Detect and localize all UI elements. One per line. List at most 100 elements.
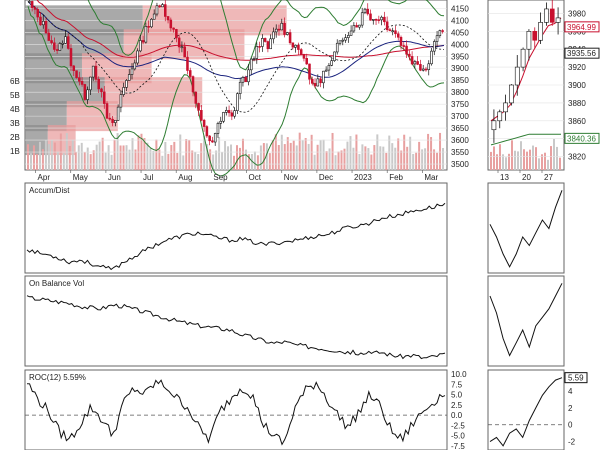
candle-body bbox=[158, 5, 162, 8]
date-tick-label: Jul bbox=[143, 173, 153, 182]
date-tick-label: Aug bbox=[178, 173, 192, 182]
candle-body bbox=[233, 110, 236, 117]
candle-body bbox=[139, 40, 142, 52]
volume-bar bbox=[337, 151, 340, 170]
volume-bar bbox=[382, 146, 385, 170]
zoom-volume-bar bbox=[496, 154, 498, 170]
candle-body bbox=[427, 63, 431, 70]
volume-bar bbox=[221, 152, 224, 170]
roc-tick-label: 10.0 bbox=[451, 370, 467, 379]
volume-bar bbox=[50, 139, 53, 170]
bollinger-upper-band bbox=[87, 0, 445, 71]
candle-body bbox=[274, 28, 278, 33]
candle-body bbox=[366, 8, 370, 15]
volume-bar bbox=[125, 145, 128, 170]
candle-body bbox=[44, 20, 48, 34]
roc-tick-label: 0.0 bbox=[451, 411, 463, 420]
price-tick-label: 3850 bbox=[451, 76, 469, 85]
candle-body bbox=[225, 110, 228, 113]
volume-bar bbox=[304, 137, 307, 170]
date-tick-label: Sep bbox=[213, 173, 228, 182]
volume-bar bbox=[176, 152, 179, 170]
volume-bar bbox=[343, 148, 346, 170]
roc-label: ROC(12) 5.59% bbox=[29, 373, 86, 382]
zoom-volume-bar bbox=[514, 150, 516, 170]
candle-body bbox=[33, 7, 37, 10]
candle-body bbox=[183, 46, 186, 58]
price-tick-label: 4000 bbox=[451, 40, 469, 49]
candle-body bbox=[308, 63, 311, 80]
volume-bar bbox=[233, 155, 236, 170]
candle-body bbox=[358, 24, 361, 28]
candle-body bbox=[441, 30, 444, 32]
zoom-candle-body bbox=[503, 102, 508, 113]
volume-bar bbox=[307, 143, 310, 170]
volume-bar bbox=[35, 154, 38, 170]
candle-body bbox=[291, 42, 295, 48]
accum-dist-line bbox=[26, 202, 446, 271]
candle-body bbox=[208, 135, 211, 142]
zoom-candle-body bbox=[520, 48, 526, 68]
candle-body bbox=[438, 30, 442, 37]
candle-body bbox=[150, 18, 153, 28]
candle-body bbox=[152, 13, 156, 20]
candle-body bbox=[241, 77, 245, 83]
zoom-volume-bar bbox=[535, 147, 537, 170]
zoom-candle-body bbox=[549, 8, 555, 23]
price-tick-label: 3650 bbox=[451, 124, 469, 133]
zoom-candle-body bbox=[497, 111, 503, 122]
volume-bar bbox=[277, 144, 280, 170]
volume-bar bbox=[170, 145, 173, 170]
volume-bar bbox=[116, 133, 119, 170]
candle-body bbox=[244, 77, 247, 83]
volume-bar bbox=[289, 142, 292, 170]
volume-bar bbox=[247, 154, 250, 170]
candle-body bbox=[141, 40, 145, 43]
volume-bar bbox=[352, 147, 355, 170]
zoom-volume-bar bbox=[553, 138, 555, 170]
zoom-roc-line bbox=[489, 377, 563, 447]
candle-body bbox=[28, 1, 31, 3]
candle-body bbox=[230, 112, 234, 117]
candle-body bbox=[396, 33, 400, 38]
zoom-price-tick-label: 3900 bbox=[568, 81, 586, 90]
candle-body bbox=[258, 46, 261, 48]
date-tick-label: Mar bbox=[424, 173, 438, 182]
price-tick-label: 3700 bbox=[451, 112, 469, 121]
volume-bar bbox=[44, 140, 47, 170]
price-tick-label: 4150 bbox=[451, 4, 469, 13]
zoom-price-candles bbox=[491, 0, 561, 143]
candle-body bbox=[61, 43, 64, 45]
candle-body bbox=[100, 88, 103, 93]
candle-body bbox=[105, 103, 109, 119]
candle-body bbox=[410, 56, 414, 65]
volume-bar bbox=[95, 144, 98, 170]
volume-bar bbox=[134, 149, 137, 170]
volume-bar bbox=[253, 151, 256, 170]
candle-body bbox=[402, 45, 406, 47]
volume-bar bbox=[271, 140, 274, 170]
candle-body bbox=[405, 45, 408, 55]
candle-body bbox=[310, 78, 314, 84]
obv-panel: On Balance Vol bbox=[24, 275, 565, 367]
accum-dist-frame bbox=[24, 182, 448, 274]
candle-body bbox=[191, 76, 195, 93]
volume-bar bbox=[439, 132, 442, 170]
volume-bar bbox=[131, 138, 134, 170]
volume-bar bbox=[56, 151, 59, 170]
candle-body bbox=[247, 69, 250, 83]
price-tick-label: 3800 bbox=[451, 88, 469, 97]
volume-bar bbox=[128, 149, 131, 170]
accum-dist-label: Accum/Dist bbox=[29, 186, 70, 195]
zoom-bollinger-lower-band bbox=[490, 133, 561, 146]
price-tick-label: 3900 bbox=[451, 64, 469, 73]
candle-body bbox=[333, 51, 336, 61]
candle-body bbox=[130, 68, 134, 75]
zoom-volume-bar bbox=[532, 145, 534, 170]
volume-bar bbox=[322, 139, 325, 170]
candle-body bbox=[255, 46, 259, 59]
candle-body bbox=[316, 78, 320, 87]
candle-body bbox=[69, 48, 73, 67]
candle-body bbox=[66, 36, 70, 49]
